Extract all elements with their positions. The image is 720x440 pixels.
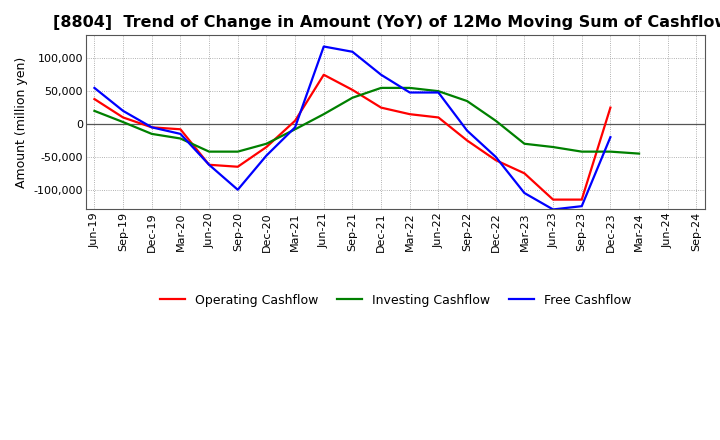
Free Cashflow: [377, 72, 385, 77]
Title: [8804]  Trend of Change in Amount (YoY) of 12Mo Moving Sum of Cashflows: [8804] Trend of Change in Amount (YoY) o…: [53, 15, 720, 30]
Operating Cashflow: [233, 164, 242, 169]
Operating Cashflow: [405, 112, 414, 117]
Operating Cashflow: [262, 144, 271, 150]
Investing Cashflow: [635, 151, 644, 156]
Operating Cashflow: [492, 158, 500, 163]
Free Cashflow: [291, 125, 300, 130]
Free Cashflow: [348, 49, 356, 55]
Investing Cashflow: [233, 149, 242, 154]
Free Cashflow: [90, 85, 99, 91]
Operating Cashflow: [204, 162, 213, 167]
Investing Cashflow: [549, 144, 557, 150]
Operating Cashflow: [320, 72, 328, 77]
Investing Cashflow: [405, 85, 414, 91]
Y-axis label: Amount (million yen): Amount (million yen): [15, 57, 28, 188]
Investing Cashflow: [119, 119, 127, 125]
Operating Cashflow: [348, 87, 356, 92]
Free Cashflow: [119, 108, 127, 114]
Free Cashflow: [463, 128, 472, 133]
Investing Cashflow: [434, 88, 443, 94]
Operating Cashflow: [520, 171, 528, 176]
Investing Cashflow: [463, 99, 472, 104]
Operating Cashflow: [377, 105, 385, 110]
Line: Free Cashflow: Free Cashflow: [94, 47, 611, 209]
Operating Cashflow: [291, 118, 300, 123]
Investing Cashflow: [90, 108, 99, 114]
Free Cashflow: [262, 153, 271, 158]
Operating Cashflow: [434, 115, 443, 120]
Investing Cashflow: [148, 131, 156, 136]
Free Cashflow: [204, 162, 213, 167]
Investing Cashflow: [348, 95, 356, 100]
Free Cashflow: [577, 204, 586, 209]
Free Cashflow: [549, 207, 557, 212]
Legend: Operating Cashflow, Investing Cashflow, Free Cashflow: Operating Cashflow, Investing Cashflow, …: [155, 289, 636, 312]
Operating Cashflow: [606, 105, 615, 110]
Investing Cashflow: [176, 136, 185, 141]
Free Cashflow: [320, 44, 328, 49]
Operating Cashflow: [549, 197, 557, 202]
Free Cashflow: [405, 90, 414, 95]
Investing Cashflow: [262, 141, 271, 147]
Free Cashflow: [148, 125, 156, 130]
Investing Cashflow: [606, 149, 615, 154]
Free Cashflow: [176, 131, 185, 136]
Operating Cashflow: [176, 127, 185, 132]
Operating Cashflow: [90, 96, 99, 102]
Operating Cashflow: [148, 125, 156, 130]
Investing Cashflow: [291, 127, 300, 132]
Investing Cashflow: [377, 85, 385, 91]
Investing Cashflow: [204, 149, 213, 154]
Free Cashflow: [233, 187, 242, 192]
Investing Cashflow: [577, 149, 586, 154]
Investing Cashflow: [520, 141, 528, 147]
Line: Investing Cashflow: Investing Cashflow: [94, 88, 639, 154]
Investing Cashflow: [492, 118, 500, 123]
Free Cashflow: [520, 191, 528, 196]
Free Cashflow: [606, 135, 615, 140]
Operating Cashflow: [577, 197, 586, 202]
Free Cashflow: [492, 154, 500, 160]
Free Cashflow: [434, 90, 443, 95]
Operating Cashflow: [119, 115, 127, 120]
Investing Cashflow: [320, 112, 328, 117]
Operating Cashflow: [463, 138, 472, 143]
Line: Operating Cashflow: Operating Cashflow: [94, 75, 611, 200]
